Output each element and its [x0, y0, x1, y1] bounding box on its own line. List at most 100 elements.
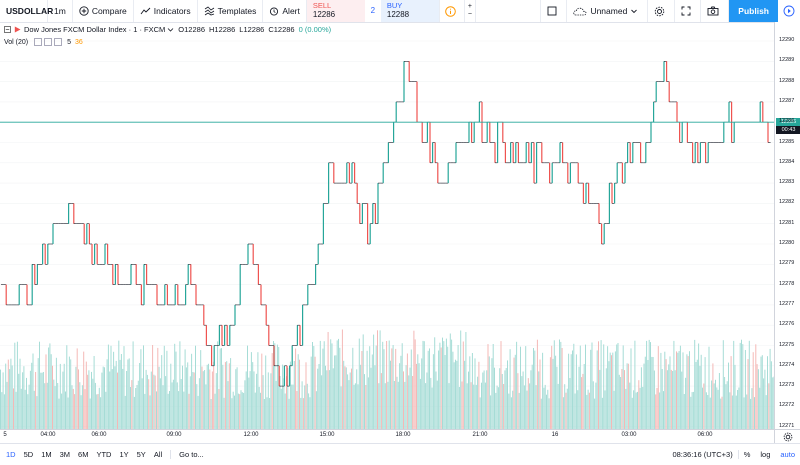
compare-button[interactable]: Compare [73, 0, 134, 22]
volume-bar [590, 349, 592, 429]
layout-menu[interactable]: Unnamed [567, 0, 649, 22]
volume-bar [728, 362, 729, 429]
volume-bar [427, 350, 429, 429]
volume-bar [245, 371, 247, 429]
volume-bar [92, 378, 94, 429]
visibility-icon[interactable] [34, 38, 43, 46]
volume-bar [110, 345, 112, 429]
clock[interactable]: 08:36:16 (UTC+3) [667, 450, 739, 459]
volume-bar [52, 365, 53, 429]
timeframe-1m[interactable]: 1M [41, 450, 52, 459]
axis-settings[interactable] [774, 429, 800, 443]
volume-bar [260, 392, 261, 429]
price-scale[interactable]: 12286 00:43 12290 12289 12288 12287 12286 122… [774, 22, 800, 429]
volume-bar [297, 354, 299, 429]
sell-button[interactable]: SELL 12286 [306, 0, 365, 22]
volume-bar [666, 370, 668, 429]
volume-bar [647, 360, 649, 429]
volume-bar [340, 386, 342, 429]
templates-button[interactable]: Templates [198, 0, 264, 22]
collapse-icon[interactable] [4, 26, 11, 33]
volume-bar [630, 348, 632, 429]
percent-toggle[interactable]: % [743, 450, 751, 459]
volume-bar [78, 369, 79, 429]
timeframe-6m[interactable]: 6M [78, 450, 89, 459]
fullscreen-toggle[interactable] [540, 0, 568, 22]
minus-icon[interactable]: − [467, 11, 472, 18]
plus-icon[interactable]: + [467, 3, 472, 10]
volume-bar [505, 368, 507, 429]
volume-bar [390, 360, 391, 429]
volume-bar [435, 371, 437, 429]
auto-toggle[interactable]: auto [780, 450, 795, 459]
volume-bar [171, 382, 173, 429]
volume-bar [210, 399, 212, 429]
timeframe-5y[interactable]: 5Y [136, 450, 146, 459]
volume-bar [219, 348, 221, 429]
publish-button[interactable]: Publish [729, 0, 778, 22]
volume-bar [356, 369, 358, 429]
quantity-stepper[interactable]: + − [465, 0, 476, 22]
goto-button[interactable]: Go to... [170, 450, 212, 459]
volume-bar [768, 383, 770, 429]
volume-bar [705, 392, 707, 429]
volume-bar [253, 371, 255, 429]
settings-icon[interactable] [44, 38, 53, 46]
chevron-down-icon [631, 9, 638, 14]
symbol-search[interactable]: USDOLLAR [0, 0, 53, 22]
volume-bar [28, 384, 30, 429]
volume-bar [544, 384, 546, 429]
volume-bar [91, 371, 92, 429]
time-tick-label: 16 [551, 432, 559, 438]
volume-bar [336, 340, 338, 429]
volume-bar [734, 364, 736, 429]
volume-bar [542, 352, 544, 429]
info-button[interactable] [440, 0, 465, 22]
volume-bar [692, 391, 694, 429]
alert-button[interactable]: Alert [263, 0, 307, 22]
volume-bar [635, 392, 637, 429]
snapshot-button[interactable] [701, 0, 730, 22]
volume-bar [371, 354, 373, 429]
buy-button[interactable]: BUY 12288 [380, 0, 439, 22]
volume-bar [522, 371, 524, 429]
volume-bar [40, 372, 42, 429]
timeframe-1d[interactable]: 1D [6, 450, 16, 459]
timeframe-3m[interactable]: 3M [59, 450, 71, 459]
settings-button[interactable] [648, 0, 676, 22]
volume-bar [715, 379, 716, 429]
volume-bar [236, 367, 238, 429]
volume-bar [698, 343, 700, 429]
volume-bar [84, 389, 86, 429]
volume-bar [530, 370, 532, 429]
volume-bar [513, 357, 515, 429]
volume-bar [172, 379, 174, 429]
price-chart[interactable] [0, 22, 774, 429]
timeframe-5d[interactable]: 5D [23, 450, 34, 459]
volume-bar [353, 384, 355, 429]
volume-bar [404, 381, 406, 429]
flag-icon[interactable] [14, 26, 21, 33]
interval-button[interactable]: 1m [48, 0, 73, 22]
timeframe-1y[interactable]: 1Y [119, 450, 129, 459]
volume-bar [205, 384, 207, 429]
time-axis[interactable]: 5 04:00 06:00 09:00 12:00 15:00 18:00 21:00 16 03… [0, 429, 774, 443]
timeframe-all[interactable]: All [153, 450, 163, 459]
volume-bar [283, 378, 285, 429]
symbol-title[interactable]: Dow Jones FXCM Dollar Index · 1 · FXCM [24, 25, 166, 34]
indicators-button[interactable]: Indicators [134, 0, 198, 22]
volume-bar [434, 337, 436, 429]
volume-bar [479, 397, 481, 429]
replay-button[interactable] [778, 0, 800, 22]
chevron-down-icon[interactable] [167, 26, 174, 33]
log-toggle[interactable]: log [760, 450, 771, 459]
price-tick-label: 12272 [779, 402, 795, 409]
volume-bar [508, 393, 510, 429]
volume-bar [760, 356, 762, 429]
close-icon[interactable] [54, 38, 63, 46]
timeframe-ytd[interactable]: YTD [96, 450, 112, 459]
volume-label[interactable]: Vol (20) [4, 38, 29, 46]
volume-bar [596, 350, 598, 429]
volume-bar [673, 340, 675, 429]
fullscreen-button[interactable] [675, 0, 702, 22]
